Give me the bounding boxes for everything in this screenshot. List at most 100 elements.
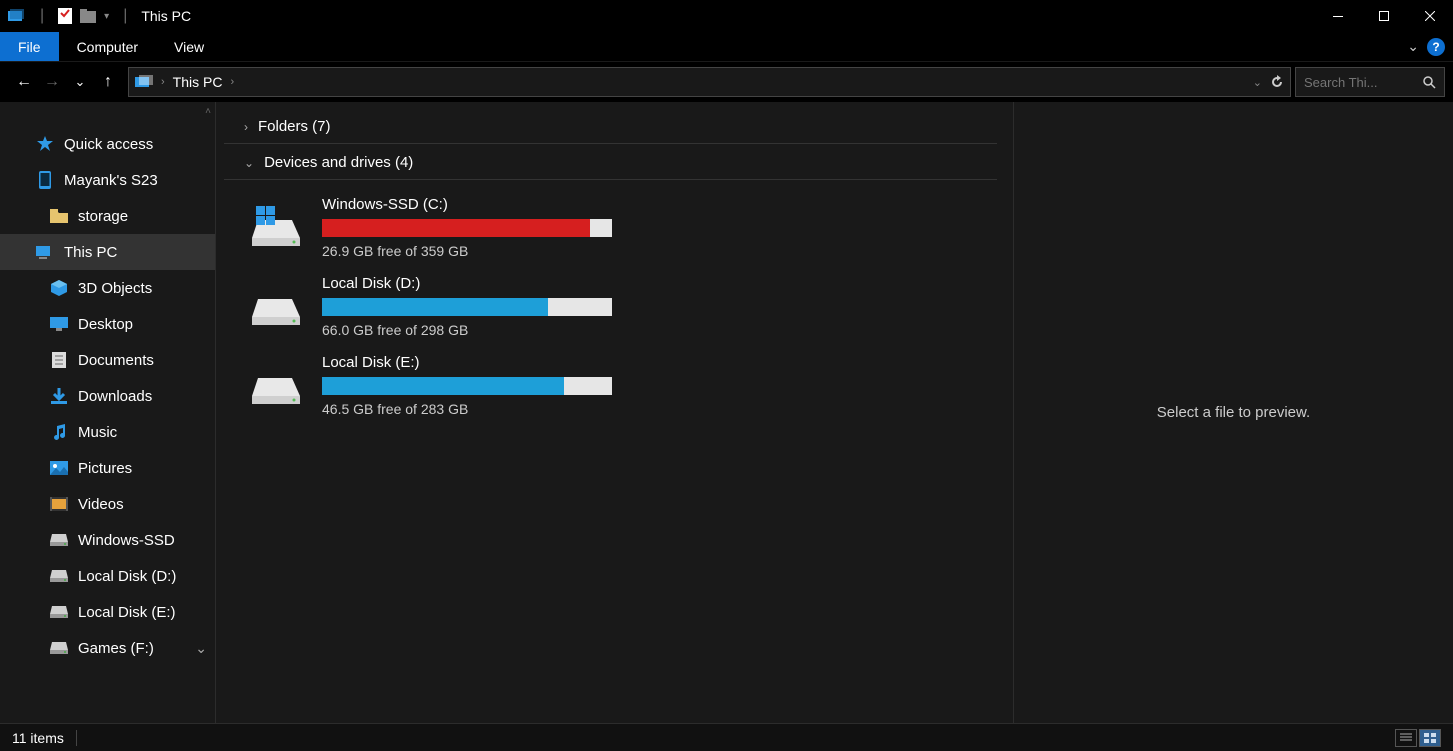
ribbon-tab-view[interactable]: View bbox=[156, 32, 222, 61]
group-title: Folders (7) bbox=[258, 118, 331, 135]
status-bar: 11 items bbox=[0, 723, 1453, 751]
drive-icon bbox=[50, 531, 68, 549]
drive-free-text: 66.0 GB free of 298 GB bbox=[322, 322, 612, 338]
tree-item[interactable]: storage bbox=[0, 198, 215, 234]
desktop-icon bbox=[50, 315, 68, 333]
tree-item[interactable]: Local Disk (D:) bbox=[0, 558, 215, 594]
recent-locations-icon[interactable]: ⌄ bbox=[70, 72, 90, 92]
back-button[interactable]: ← bbox=[14, 72, 34, 92]
item-view[interactable]: › Folders (7) ⌄ Devices and drives (4) W… bbox=[216, 102, 1013, 723]
drive-item[interactable]: Local Disk (D:) 66.0 GB free of 298 GB bbox=[246, 271, 616, 342]
ribbon-expand-icon[interactable]: ⌄ bbox=[1407, 38, 1419, 55]
window-title: This PC bbox=[141, 8, 191, 24]
tree-item[interactable]: Downloads bbox=[0, 378, 215, 414]
close-button[interactable] bbox=[1407, 0, 1453, 32]
tree-item[interactable]: Documents bbox=[0, 342, 215, 378]
doc-icon bbox=[50, 351, 68, 369]
view-mode-switcher bbox=[1395, 729, 1441, 747]
drive-usage-fill bbox=[322, 377, 564, 395]
item-count: 11 items bbox=[12, 730, 64, 746]
minimize-button[interactable] bbox=[1315, 0, 1361, 32]
tree-item[interactable]: Windows-SSD bbox=[0, 522, 215, 558]
drive-icon bbox=[250, 204, 306, 252]
details-view-button[interactable] bbox=[1395, 729, 1417, 747]
music-icon bbox=[50, 423, 68, 441]
separator bbox=[76, 730, 77, 746]
breadcrumb-segment[interactable]: This PC bbox=[173, 74, 223, 90]
ribbon-tab-computer[interactable]: Computer bbox=[59, 32, 156, 61]
tree-item[interactable]: Videos bbox=[0, 486, 215, 522]
tree-item-label: Mayank's S23 bbox=[64, 172, 158, 189]
tree-item[interactable]: 3D Objects bbox=[0, 270, 215, 306]
drive-icon bbox=[50, 567, 68, 585]
drive-usage-fill bbox=[322, 298, 548, 316]
content-area: › Folders (7) ⌄ Devices and drives (4) W… bbox=[216, 102, 1453, 723]
tree-item-label: Pictures bbox=[78, 460, 132, 477]
drive-item[interactable]: Windows-SSD (C:) 26.9 GB free of 359 GB bbox=[246, 192, 616, 263]
refresh-button[interactable] bbox=[1270, 75, 1284, 89]
preview-pane: Select a file to preview. bbox=[1013, 102, 1453, 723]
tree-item-label: Games (F:) bbox=[78, 640, 154, 657]
separator: | bbox=[123, 7, 127, 25]
tree-item[interactable]: Pictures bbox=[0, 450, 215, 486]
tree-item-label: This PC bbox=[64, 244, 117, 261]
drive-name: Local Disk (D:) bbox=[322, 275, 612, 292]
tree-item-label: Quick access bbox=[64, 136, 153, 153]
quick-access-toolbar: | ▾ | bbox=[8, 7, 133, 25]
search-input[interactable] bbox=[1304, 75, 1416, 90]
tree-item[interactable]: Desktop bbox=[0, 306, 215, 342]
drive-item[interactable]: Local Disk (E:) 46.5 GB free of 283 GB bbox=[246, 350, 616, 421]
folder-icon bbox=[50, 207, 68, 225]
tree-item[interactable]: Music bbox=[0, 414, 215, 450]
tree-item[interactable]: Local Disk (E:) bbox=[0, 594, 215, 630]
forward-button[interactable]: → bbox=[42, 72, 62, 92]
navigation-bar: ← → ⌄ ↑ › This PC › ⌄ bbox=[0, 62, 1453, 102]
scroll-up-icon[interactable]: ˄ bbox=[205, 106, 211, 117]
tree-item[interactable]: Quick access bbox=[0, 126, 215, 162]
drive-free-text: 46.5 GB free of 283 GB bbox=[322, 401, 612, 417]
tree-item-label: Local Disk (D:) bbox=[78, 568, 176, 585]
drive-icon bbox=[250, 283, 306, 331]
tree-item-label: Downloads bbox=[78, 388, 152, 405]
tree-item-label: Windows-SSD bbox=[78, 532, 175, 549]
drive-name: Windows-SSD (C:) bbox=[322, 196, 612, 213]
breadcrumb-chevron-icon[interactable]: › bbox=[230, 76, 234, 88]
group-header-folders[interactable]: › Folders (7) bbox=[224, 110, 997, 144]
breadcrumb-chevron-icon[interactable]: › bbox=[161, 76, 165, 88]
address-dropdown-icon[interactable]: ⌄ bbox=[1253, 76, 1262, 89]
tree-item[interactable]: Games (F:) bbox=[0, 630, 215, 666]
help-icon[interactable]: ? bbox=[1427, 38, 1445, 56]
drive-name: Local Disk (E:) bbox=[322, 354, 612, 371]
tree-item[interactable]: Mayank's S23 bbox=[0, 162, 215, 198]
phone-icon bbox=[36, 171, 54, 189]
tree-item-label: Music bbox=[78, 424, 117, 441]
tree-item[interactable]: This PC bbox=[0, 234, 215, 270]
qat-properties-icon[interactable] bbox=[58, 8, 72, 24]
chevron-down-icon: ⌄ bbox=[244, 156, 254, 170]
up-button[interactable]: ↑ bbox=[98, 72, 118, 92]
group-header-drives[interactable]: ⌄ Devices and drives (4) bbox=[224, 146, 997, 180]
video-icon bbox=[50, 495, 68, 513]
drive-icon bbox=[50, 639, 68, 657]
qat-newfolder-icon[interactable] bbox=[80, 9, 96, 23]
ribbon-tab-file[interactable]: File bbox=[0, 32, 59, 61]
tree-item-label: Documents bbox=[78, 352, 154, 369]
qat-dropdown-icon[interactable]: ▾ bbox=[104, 11, 109, 22]
address-bar[interactable]: › This PC › ⌄ bbox=[128, 67, 1291, 97]
app-icon bbox=[8, 9, 26, 23]
star-icon bbox=[36, 135, 54, 153]
preview-empty-text: Select a file to preview. bbox=[1157, 404, 1310, 421]
maximize-button[interactable] bbox=[1361, 0, 1407, 32]
search-box[interactable] bbox=[1295, 67, 1445, 97]
tree-item-label: Local Disk (E:) bbox=[78, 604, 176, 621]
picture-icon bbox=[50, 459, 68, 477]
tiles-view-button[interactable] bbox=[1419, 729, 1441, 747]
group-title: Devices and drives (4) bbox=[264, 154, 413, 171]
pc-icon bbox=[36, 243, 54, 261]
address-pc-icon bbox=[135, 75, 153, 89]
window-controls bbox=[1315, 0, 1453, 32]
search-icon[interactable] bbox=[1422, 75, 1436, 89]
tree-item-label: Desktop bbox=[78, 316, 133, 333]
titlebar: | ▾ | This PC bbox=[0, 0, 1453, 32]
separator: | bbox=[40, 7, 44, 25]
